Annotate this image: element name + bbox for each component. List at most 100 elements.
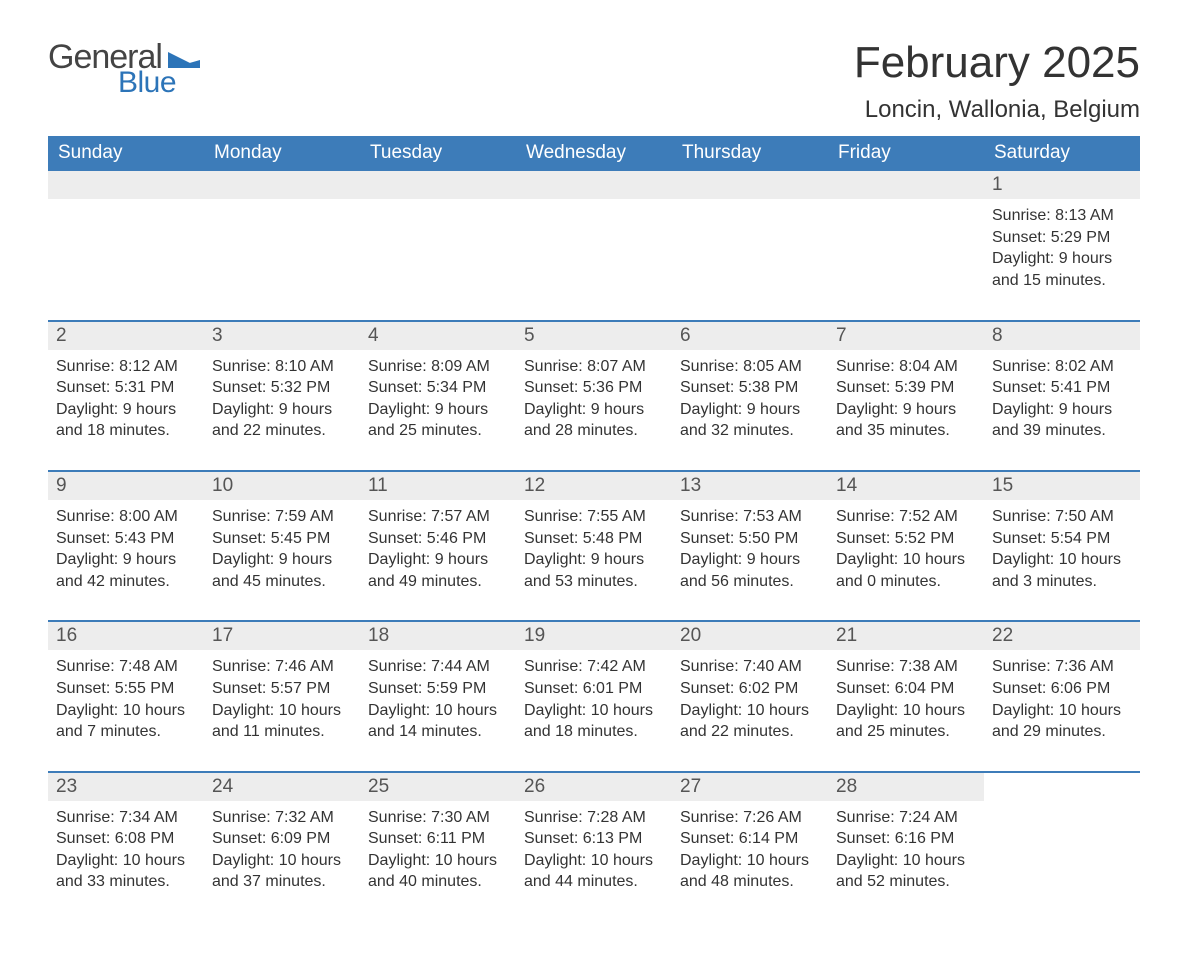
day-number: 27 [672,773,828,801]
day-info-line: Sunset: 6:01 PM [524,678,664,700]
day-info-line: Sunset: 6:09 PM [212,828,352,850]
calendar-grid: SundayMondayTuesdayWednesdayThursdayFrid… [48,136,1140,897]
day-info-line: Daylight: 10 hours [524,850,664,872]
day-name-header: Monday [204,136,360,171]
day-info-line: and 28 minutes. [524,420,664,442]
day-content: Sunrise: 8:00 AMSunset: 5:43 PMDaylight:… [48,500,204,596]
calendar-day-cell: 19Sunrise: 7:42 AMSunset: 6:01 PMDayligh… [516,622,672,746]
day-info-line: Daylight: 9 hours [680,399,820,421]
day-content: Sunrise: 7:46 AMSunset: 5:57 PMDaylight:… [204,650,360,746]
day-info-line: Sunrise: 7:57 AM [368,506,508,528]
day-number [204,171,360,199]
day-info-line: Sunset: 5:57 PM [212,678,352,700]
day-info-line: Sunset: 5:32 PM [212,377,352,399]
day-info-line: Sunrise: 7:38 AM [836,656,976,678]
day-content: Sunrise: 7:59 AMSunset: 5:45 PMDaylight:… [204,500,360,596]
day-number: 15 [984,472,1140,500]
day-content: Sunrise: 7:44 AMSunset: 5:59 PMDaylight:… [360,650,516,746]
day-number [672,171,828,199]
calendar-day-cell: 6Sunrise: 8:05 AMSunset: 5:38 PMDaylight… [672,322,828,446]
day-name-header: Friday [828,136,984,171]
day-content [48,199,204,209]
day-number: 26 [516,773,672,801]
day-number: 9 [48,472,204,500]
day-info-line: and 11 minutes. [212,721,352,743]
day-content: Sunrise: 7:32 AMSunset: 6:09 PMDaylight:… [204,801,360,897]
day-info-line: Daylight: 9 hours [368,549,508,571]
calendar-day-cell: 2Sunrise: 8:12 AMSunset: 5:31 PMDaylight… [48,322,204,446]
day-number: 7 [828,322,984,350]
day-info-line: Sunset: 5:45 PM [212,528,352,550]
day-info-line: Daylight: 10 hours [212,700,352,722]
day-content [828,199,984,209]
day-info-line: Daylight: 9 hours [680,549,820,571]
day-info-line: Sunrise: 8:00 AM [56,506,196,528]
day-info-line: Daylight: 10 hours [836,850,976,872]
calendar-day-cell: 17Sunrise: 7:46 AMSunset: 5:57 PMDayligh… [204,622,360,746]
day-info-line: Daylight: 9 hours [524,399,664,421]
day-info-line: Daylight: 10 hours [992,549,1132,571]
day-info-line: Sunrise: 8:13 AM [992,205,1132,227]
day-name-header: Tuesday [360,136,516,171]
calendar-day-cell: 21 Sunrise: 7:38 AMSunset: 6:04 PMDayligh… [828,622,984,746]
day-info-line: Sunset: 5:43 PM [56,528,196,550]
day-content: Sunrise: 7:48 AMSunset: 5:55 PMDaylight:… [48,650,204,746]
day-info-line: Sunrise: 7:53 AM [680,506,820,528]
day-info-line: Sunset: 5:52 PM [836,528,976,550]
day-info-line: Sunrise: 7:42 AM [524,656,664,678]
day-content: Sunrise: 7:36 AMSunset: 6:06 PMDaylight:… [984,650,1140,746]
day-name-header: Sunday [48,136,204,171]
calendar-day-cell: 16Sunrise: 7:48 AMSunset: 5:55 PMDayligh… [48,622,204,746]
day-info-line: Daylight: 9 hours [56,549,196,571]
day-info-line: Sunrise: 8:02 AM [992,356,1132,378]
day-number: 4 [360,322,516,350]
day-number: 8 [984,322,1140,350]
logo-text-blue: Blue [118,68,176,98]
day-info-line: Sunrise: 8:07 AM [524,356,664,378]
day-info-line: and 52 minutes. [836,871,976,893]
calendar-day-cell: 25Sunrise: 7:30 AMSunset: 6:11 PMDayligh… [360,773,516,897]
title-block: February 2025 Loncin, Wallonia, Belgium [854,40,1140,124]
calendar-day-cell [360,171,516,295]
day-number: 19 [516,622,672,650]
day-info-line: Daylight: 9 hours [992,399,1132,421]
day-info-line: Sunset: 6:04 PM [836,678,976,700]
day-info-line: Sunset: 5:55 PM [56,678,196,700]
day-info-line: Daylight: 9 hours [836,399,976,421]
day-info-line: and 32 minutes. [680,420,820,442]
day-number: 14 [828,472,984,500]
day-content: Sunrise: 7:57 AMSunset: 5:46 PMDaylight:… [360,500,516,596]
day-info-line: Sunset: 5:48 PM [524,528,664,550]
calendar-day-cell: 3Sunrise: 8:10 AMSunset: 5:32 PMDaylight… [204,322,360,446]
day-info-line: Sunset: 6:13 PM [524,828,664,850]
day-info-line: Daylight: 10 hours [836,700,976,722]
day-content [984,779,1140,789]
calendar-day-cell: 27Sunrise: 7:26 AMSunset: 6:14 PMDayligh… [672,773,828,897]
day-content: Sunrise: 8:13 AMSunset: 5:29 PMDaylight:… [984,199,1140,295]
day-content: Sunrise: 8:02 AMSunset: 5:41 PMDaylight:… [984,350,1140,446]
day-content: Sunrise: 7:53 AMSunset: 5:50 PMDaylight:… [672,500,828,596]
weeks-container: 1Sunrise: 8:13 AMSunset: 5:29 PMDaylight… [48,171,1140,897]
day-name-header: Saturday [984,136,1140,171]
day-content: Sunrise: 8:04 AMSunset: 5:39 PMDaylight:… [828,350,984,446]
day-number: 28 [828,773,984,801]
location-subtitle: Loncin, Wallonia, Belgium [854,96,1140,124]
calendar-week-row: 9Sunrise: 8:00 AMSunset: 5:43 PMDaylight… [48,470,1140,596]
month-year-title: February 2025 [854,40,1140,86]
day-info-line: Sunset: 6:14 PM [680,828,820,850]
calendar-day-cell: 23Sunrise: 7:34 AMSunset: 6:08 PMDayligh… [48,773,204,897]
day-number: 21 [828,622,984,650]
calendar-day-cell: 5Sunrise: 8:07 AMSunset: 5:36 PMDaylight… [516,322,672,446]
day-number: 1 [984,171,1140,199]
day-info-line: Sunset: 6:02 PM [680,678,820,700]
day-info-line: Sunset: 5:29 PM [992,227,1132,249]
day-info-line: and 7 minutes. [56,721,196,743]
calendar-day-cell: 26Sunrise: 7:28 AMSunset: 6:13 PMDayligh… [516,773,672,897]
day-number [360,171,516,199]
calendar-day-cell [204,171,360,295]
day-number: 22 [984,622,1140,650]
day-number: 18 [360,622,516,650]
day-content: Sunrise: 8:10 AMSunset: 5:32 PMDaylight:… [204,350,360,446]
day-info-line: Sunrise: 8:05 AM [680,356,820,378]
calendar-day-cell: 12Sunrise: 7:55 AMSunset: 5:48 PMDayligh… [516,472,672,596]
